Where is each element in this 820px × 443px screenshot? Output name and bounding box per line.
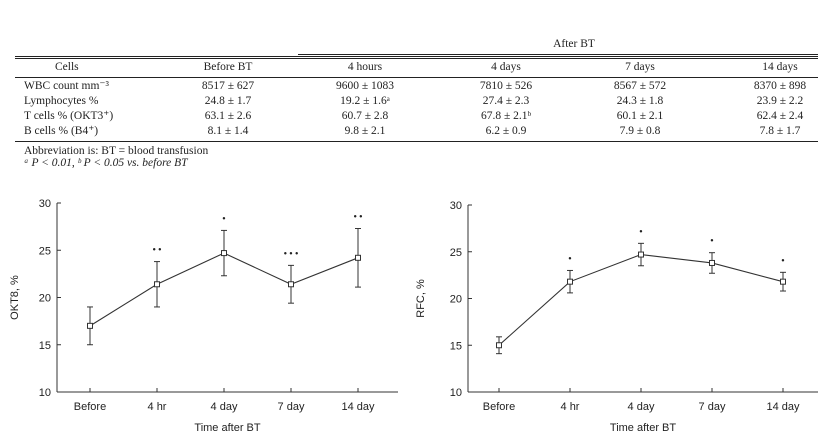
table-cell: 63.1 ± 2.6 [204, 110, 252, 122]
x-tick-label: Before [74, 401, 106, 413]
col-header-before: Before BT [203, 61, 253, 73]
x-tick-label: 7 day [278, 401, 305, 413]
data-point [496, 342, 502, 349]
x-tick-label: 14 day [766, 401, 800, 413]
table-cell: 67.8 ± 2.1ᵇ [480, 110, 532, 122]
header-bottom-rule [15, 77, 818, 78]
table-row-label: B cells % (B4⁺) [24, 125, 99, 137]
significance-marker: • [781, 255, 784, 265]
footnote-abbreviation: Abbreviation is: BT = blood transfusion [24, 145, 209, 157]
table-cell: 27.4 ± 2.3 [482, 95, 530, 107]
footnote-significance: ᵃ P < 0.01, ᵇ P < 0.05 vs. before BT [24, 157, 188, 169]
col-header-cells: Cells [55, 61, 79, 73]
data-point [638, 251, 644, 258]
table-bottom-rule [15, 141, 818, 142]
table-cell: 60.1 ± 2.1 [616, 110, 664, 122]
table-cell: 8.1 ± 1.4 [207, 125, 249, 137]
y-tick-label: 20 [39, 293, 51, 305]
data-point [709, 259, 715, 266]
table-cell: 62.4 ± 2.4 [756, 110, 804, 122]
x-tick-label: 7 day [699, 401, 726, 413]
x-tick-label: 4 hr [561, 401, 580, 413]
col-header-4hours: 4 hours [347, 61, 383, 73]
group-header-rule [298, 54, 818, 55]
table-cell: 7.9 ± 0.8 [619, 125, 661, 137]
data-point [355, 254, 361, 261]
table-cell: 7810 ± 526 [479, 80, 533, 92]
x-tick-label: 4 hr [148, 401, 167, 413]
x-tick-label: 4 day [628, 401, 655, 413]
table-cell: 6.2 ± 0.9 [485, 125, 527, 137]
data-point [154, 281, 160, 288]
x-axis-label: Time after BT [610, 422, 676, 434]
x-tick-label: 14 day [341, 401, 375, 413]
y-tick-label: 20 [450, 294, 462, 306]
table-cell: 8517 ± 627 [201, 80, 255, 92]
significance-marker: • • • [284, 248, 298, 258]
y-tick-label: 10 [450, 387, 462, 399]
significance-marker: • • [354, 212, 363, 222]
y-tick-label: 10 [39, 387, 51, 399]
table-row-label: Lymphocytes % [24, 95, 99, 107]
data-point [780, 278, 786, 285]
table-cell: 23.9 ± 2.2 [756, 95, 804, 107]
table-cell: 9600 ± 1083 [335, 80, 395, 92]
x-tick-label: Before [483, 401, 515, 413]
table-cell: 24.8 ± 1.7 [204, 95, 252, 107]
y-tick-label: 15 [39, 340, 51, 352]
data-point [221, 250, 227, 257]
col-header-4days: 4 days [491, 61, 521, 73]
significance-marker: • [222, 213, 225, 223]
table-cell: 24.3 ± 1.8 [616, 95, 664, 107]
table-top-rule [15, 56, 818, 57]
y-tick-label: 25 [39, 245, 51, 257]
table-cell: 8370 ± 898 [753, 80, 807, 92]
table-row-label: T cells % (OKT3⁺) [24, 110, 114, 122]
significance-marker: • [710, 236, 713, 246]
data-point [567, 278, 573, 285]
col-header-14days: 14 days [762, 61, 798, 73]
table-row-label: WBC count mm⁻³ [24, 80, 109, 92]
significance-marker: • [639, 226, 642, 236]
after-bt-group-header: After BT [553, 38, 595, 50]
table-cell: 7.8 ± 1.7 [759, 125, 801, 137]
table-top-rule-2 [15, 58, 818, 59]
x-tick-label: 4 day [211, 401, 238, 413]
rfc-chart: 10 15 20 25 30 Before 4 hr 4 day 7 day 14 day Time… [415, 200, 818, 434]
y-tick-label: 25 [450, 247, 462, 259]
significance-marker: • [568, 253, 571, 263]
y-tick-label: 30 [39, 198, 51, 210]
data-point [288, 281, 294, 288]
col-header-7days: 7 days [625, 61, 655, 73]
table-cell: 19.2 ± 1.6ᵃ [340, 95, 390, 107]
y-tick-label: 15 [450, 340, 462, 352]
table-cell: 8567 ± 572 [613, 80, 667, 92]
table-cell: 9.8 ± 2.1 [344, 125, 386, 137]
y-axis-label: OKT8, % [9, 275, 21, 320]
y-axis-label: RFC, % [415, 279, 427, 318]
significance-marker: • • [153, 245, 162, 255]
results-table: After BT Cells Before BT 4 hours 4 days … [0, 0, 820, 175]
okt8-chart: 10 15 20 25 30 Before 4 hr 4 day 7 day 14 day Time… [9, 198, 398, 434]
x-axis-label: Time after BT [194, 422, 260, 434]
series-line [498, 253, 784, 346]
table-cell: 60.7 ± 2.8 [341, 110, 389, 122]
y-tick-label: 30 [450, 200, 462, 212]
data-point [87, 322, 93, 329]
